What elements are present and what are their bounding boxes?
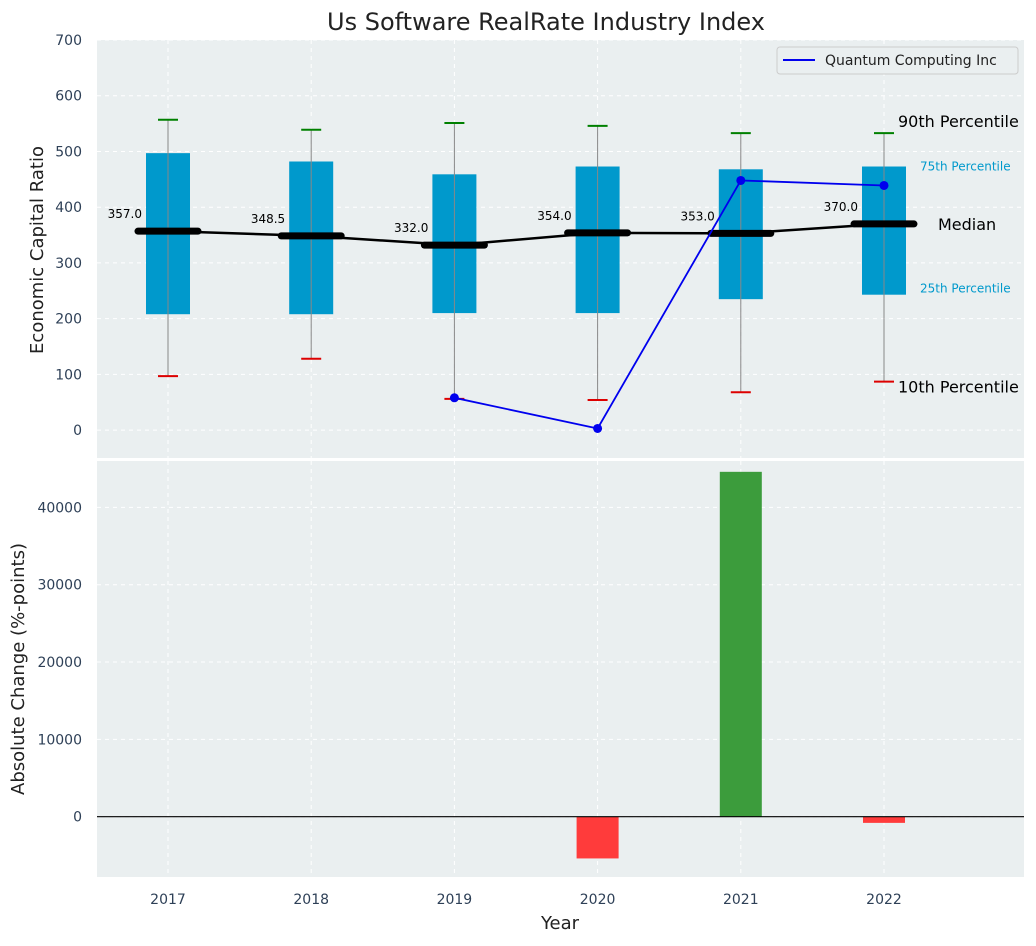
bottom-y-tick-label: 10000 (37, 732, 82, 748)
bottom-panel-background (97, 461, 1024, 877)
bottom-y-tick-label: 0 (73, 810, 82, 826)
legend-label: Quantum Computing Inc (825, 53, 997, 69)
annotation-median: Median (938, 215, 996, 234)
bar-negative (576, 816, 619, 859)
annotation-p25: 25th Percentile (920, 282, 1011, 296)
x-tick-label: 2021 (723, 892, 759, 908)
label-layer: 90th Percentile 75th Percentile Median 25th… (898, 112, 1019, 397)
top-y-tick-label: 300 (55, 256, 82, 272)
annotation-p90: 90th Percentile (898, 112, 1019, 131)
x-tick-label: 2017 (150, 892, 186, 908)
bottom-y-axis-label: Absolute Change (%-points) (8, 543, 29, 795)
x-tick-label: 2018 (293, 892, 329, 908)
box-layer: 357.0 348.5 332.0 354.0 353.0 370.0 (108, 118, 918, 433)
median-value-label: 348.5 (251, 212, 285, 226)
x-tick-label: 2020 (580, 892, 616, 908)
company-series-line (454, 179, 885, 430)
x-tick-label: 2019 (437, 892, 473, 908)
bottom-y-tick-label: 30000 (37, 578, 82, 594)
x-tick-label: 2022 (866, 892, 902, 908)
median-value-label: 353.0 (680, 209, 714, 223)
top-y-tick-label: 200 (55, 312, 82, 328)
top-y-tick-label: 0 (73, 423, 82, 439)
bottom-y-tick-label: 20000 (37, 655, 82, 671)
company-series-point (593, 423, 603, 433)
top-y-tick-label: 600 (55, 89, 82, 105)
company-series-point (736, 175, 746, 185)
bottom-y-tick-label: 40000 (37, 500, 82, 516)
top-y-axis-label: Economic Capital Ratio (27, 146, 48, 354)
top-y-tick-label: 400 (55, 200, 82, 216)
legend: Quantum Computing Inc (776, 46, 1019, 75)
median-value-label: 370.0 (824, 200, 858, 214)
top-y-tick-label: 700 (55, 33, 82, 49)
chart-title: Us Software RealRate Industry Index (327, 8, 765, 36)
annotation-p75: 75th Percentile (920, 160, 1011, 174)
bar-layer (97, 471, 1024, 859)
legend-box (776, 46, 1019, 75)
bar-positive (719, 471, 762, 817)
company-series-point (449, 393, 459, 403)
bar-negative (863, 816, 905, 823)
x-axis-label: Year (540, 913, 580, 934)
top-y-tick-label: 100 (55, 367, 82, 383)
annotation-p10: 10th Percentile (898, 378, 1019, 397)
company-series-point (879, 180, 889, 190)
top-y-tick-label: 500 (55, 144, 82, 160)
median-value-label: 354.0 (537, 209, 571, 223)
median-value-label: 332.0 (394, 221, 428, 235)
median-value-label: 357.0 (108, 207, 142, 221)
